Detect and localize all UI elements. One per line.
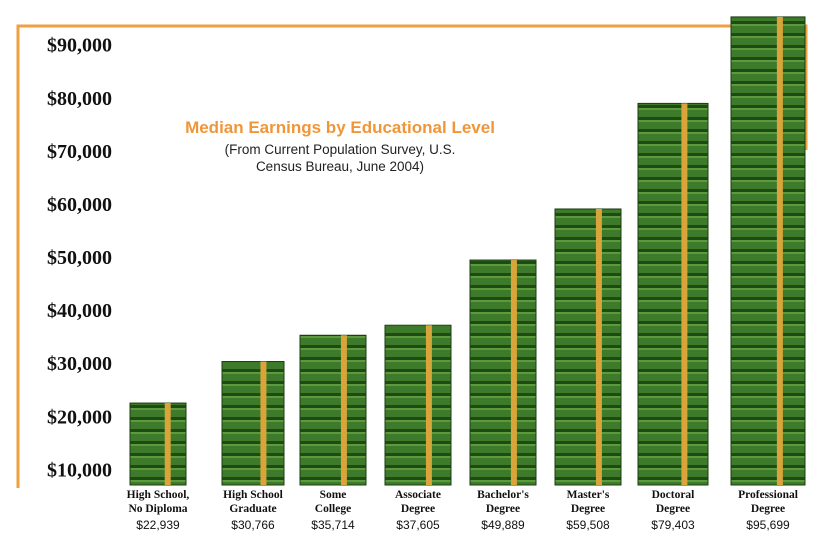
value-label: $95,699 (746, 518, 790, 532)
x-tick-label: Bachelor's Degree (477, 489, 529, 515)
value-label: $59,508 (566, 518, 610, 532)
value-label: $37,605 (396, 518, 440, 532)
frame (16, 24, 808, 488)
y-tick-label: $40,000 (47, 300, 112, 322)
x-tick-label: Some College (314, 489, 352, 515)
bar-strap (681, 103, 688, 485)
bar-strap (776, 16, 783, 485)
bar (129, 402, 187, 486)
y-tick-label: $30,000 (47, 353, 112, 375)
x-tick-label: High School, No Diploma (126, 489, 190, 515)
y-tick-label: $20,000 (47, 406, 112, 428)
value-label: $49,889 (481, 518, 525, 532)
bar-strap (595, 208, 602, 485)
y-tick-label: $10,000 (47, 459, 112, 481)
value-label: $35,714 (311, 518, 355, 532)
x-tick-label: Doctoral Degree (651, 489, 695, 515)
bar (637, 102, 709, 486)
bar-strap (340, 335, 347, 485)
bar-strap (425, 325, 432, 485)
value-label: $79,403 (651, 518, 695, 532)
chart-title: Median Earnings by Educational Level (185, 118, 495, 137)
x-tick-label: Professional Degree (738, 489, 798, 515)
y-tick-label: $80,000 (47, 88, 112, 110)
y-tick-label: $50,000 (47, 247, 112, 269)
x-tick-label: High School Graduate (223, 489, 283, 515)
bar-strap (164, 403, 171, 485)
chart-subtitle: (From Current Population Survey, U.S. Ce… (224, 142, 456, 174)
bar (384, 324, 452, 486)
y-tick-label: $60,000 (47, 194, 112, 216)
y-tick-label: $90,000 (47, 35, 112, 57)
x-tick-label: Master's Degree (566, 489, 610, 515)
bar (469, 259, 537, 486)
bar (554, 208, 622, 486)
y-tick-label: $70,000 (47, 141, 112, 163)
bar (221, 361, 285, 486)
value-label: $30,766 (231, 518, 275, 532)
bar (730, 16, 806, 486)
x-tick-label: Associate Degree (395, 489, 441, 515)
bar-strap (510, 260, 517, 485)
value-label: $22,939 (136, 518, 180, 532)
bar-strap (260, 361, 267, 485)
bar (299, 334, 367, 486)
